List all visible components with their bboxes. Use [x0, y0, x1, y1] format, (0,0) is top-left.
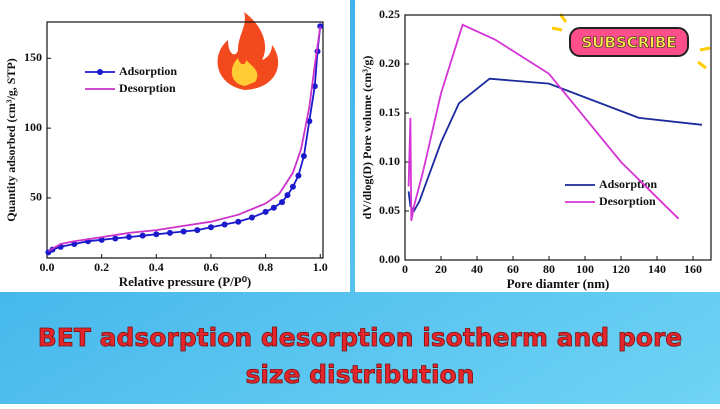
y-tick-label: 150 [24, 50, 42, 64]
x-tick-label: 0.0 [40, 260, 55, 274]
data-point [71, 241, 78, 248]
y-axis-label: Quantity adsorbed (cm³/g, STP) [4, 58, 18, 222]
data-point [306, 118, 313, 125]
y-tick-label: 0.00 [379, 252, 400, 266]
y-axis-label: dV/dlog(D) Pore volume (cm³/g) [360, 56, 374, 220]
x-tick-label: 60 [507, 262, 519, 276]
y-tick-label: 0.15 [379, 105, 400, 119]
x-tick-label: 80 [543, 262, 555, 276]
fire-icon [217, 12, 279, 90]
data-point [139, 232, 146, 239]
y-tick-label: 0.05 [379, 203, 400, 217]
plot-frame [46, 21, 324, 259]
data-point [295, 172, 302, 179]
banner-line: BET adsorption desorption isotherm and p… [38, 323, 683, 352]
x-tick-label: 160 [684, 262, 702, 276]
data-point [98, 236, 105, 243]
series-line [47, 26, 322, 254]
x-tick-label: 140 [648, 262, 666, 276]
data-point [311, 83, 318, 90]
y-tick-label: 0.20 [379, 56, 400, 70]
y-tick-label: 0.10 [379, 154, 400, 168]
data-point [300, 153, 307, 160]
data-point [153, 231, 160, 238]
x-axis-label: Relative pressure (P/P⁰) [119, 274, 252, 289]
data-point [112, 235, 119, 242]
x-tick-label: 0.4 [149, 260, 164, 274]
x-axis-label: Pore diamter (nm) [507, 276, 610, 291]
data-point [289, 183, 296, 190]
x-tick-label: 40 [471, 262, 483, 276]
data-point [262, 208, 269, 215]
x-tick-label: 0.2 [94, 260, 109, 274]
legend-label: Desorption [119, 81, 176, 95]
data-point [207, 224, 214, 231]
data-point [248, 214, 255, 221]
left-panel [0, 0, 350, 292]
series-line [407, 23, 680, 221]
data-point [317, 23, 324, 30]
data-point [125, 234, 132, 241]
y-tick-label: 50 [30, 190, 42, 204]
data-point [270, 204, 277, 211]
legend-label: Adsorption [119, 64, 177, 78]
sticker-text: SUBSCRIBE [581, 34, 676, 52]
series-line [47, 26, 322, 252]
banner-line: size distribution [245, 360, 474, 389]
y-tick-label: 0.25 [379, 7, 400, 21]
data-point [235, 218, 242, 225]
plot-frame [404, 14, 712, 261]
y-tick-label: 100 [24, 120, 42, 134]
data-point [180, 228, 187, 235]
x-tick-label: 120 [612, 262, 630, 276]
x-tick-label: 1.0 [313, 260, 328, 274]
data-point [284, 192, 291, 199]
legend-label: Desorption [599, 194, 656, 208]
x-tick-label: 0.8 [258, 260, 273, 274]
x-tick-label: 100 [576, 262, 594, 276]
x-tick-label: 0 [402, 262, 408, 276]
data-point [194, 227, 201, 234]
subscribe-sticker: SUBSCRIBE [551, 13, 711, 70]
legend-marker [97, 69, 103, 75]
x-tick-label: 0.6 [203, 260, 218, 274]
x-tick-label: 20 [435, 262, 447, 276]
data-point [221, 221, 228, 228]
data-point [166, 229, 173, 236]
legend-label: Adsorption [599, 177, 657, 191]
data-point [279, 199, 286, 206]
